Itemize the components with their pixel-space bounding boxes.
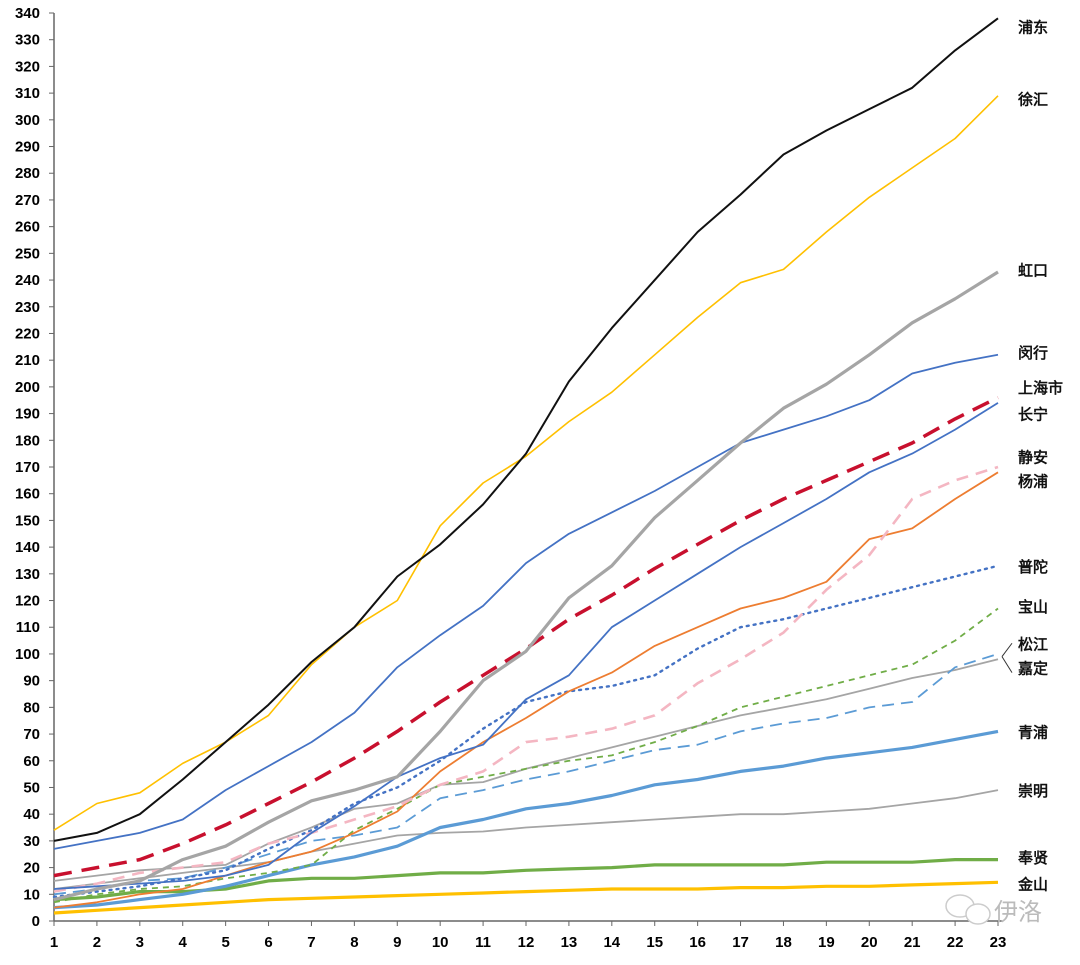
y-tick-label: 320: [15, 58, 40, 75]
x-tick-label: 12: [518, 934, 535, 951]
y-tick-label: 200: [15, 379, 40, 396]
x-tick-label: 13: [561, 934, 578, 951]
x-tick-label: 9: [393, 934, 401, 951]
series-label: 徐汇: [1017, 90, 1048, 108]
series-label: 浦东: [1018, 18, 1048, 36]
series-line: [53, 95, 999, 831]
series-line: [53, 465, 999, 893]
axes: 0102030405060708090100110120130140150160…: [15, 5, 1006, 951]
series-label: 松江: [1018, 635, 1048, 653]
series-line: [53, 396, 999, 878]
series-label: 长宁: [1018, 406, 1048, 424]
x-tick-label: 22: [947, 934, 964, 951]
x-tick-label: 20: [861, 934, 878, 951]
y-tick-label: 330: [15, 32, 40, 49]
x-tick-label: 21: [904, 934, 921, 951]
series-line: [53, 653, 999, 896]
x-tick-label: 11: [475, 934, 491, 951]
y-tick-label: 0: [32, 913, 40, 930]
y-tick-label: 50: [23, 779, 40, 796]
y-tick-label: 300: [15, 112, 40, 129]
series-label: 虹口: [1018, 261, 1048, 279]
x-tick-label: 3: [136, 934, 144, 951]
series-label: 嘉定: [1017, 659, 1048, 677]
series-line: [53, 471, 999, 909]
y-tick-label: 100: [15, 646, 40, 663]
x-tick-label: 5: [221, 934, 229, 951]
watermark-text: 伊洛: [994, 898, 1042, 926]
y-tick-label: 150: [15, 512, 40, 529]
series-line: [53, 789, 999, 890]
series-line: [53, 880, 999, 915]
series-label: 金山: [1017, 876, 1048, 894]
y-tick-label: 210: [15, 352, 40, 369]
series-label: 青浦: [1018, 723, 1048, 741]
wechat-icon: [945, 894, 991, 925]
x-tick-label: 8: [350, 934, 358, 951]
y-tick-label: 170: [15, 459, 40, 476]
y-tick-label: 310: [15, 85, 40, 102]
y-tick-label: 180: [15, 432, 40, 449]
y-tick-label: 270: [15, 192, 40, 209]
y-tick-label: 240: [15, 272, 40, 289]
series-label: 宝山: [1018, 598, 1048, 616]
y-tick-label: 130: [15, 566, 40, 583]
y-tick-label: 80: [23, 699, 40, 716]
x-tick-label: 2: [93, 934, 101, 951]
series-line: [53, 658, 999, 882]
series-line: [53, 729, 999, 910]
y-tick-label: 250: [15, 245, 40, 262]
x-tick-label: 10: [432, 934, 449, 951]
series-label: 普陀: [1018, 558, 1048, 576]
series-label: 静安: [1018, 448, 1048, 466]
series-line: [53, 17, 999, 842]
y-tick-label: 160: [15, 486, 40, 503]
x-tick-label: 23: [990, 934, 1007, 951]
x-tick-label: 18: [775, 934, 792, 951]
watermark: 伊洛: [945, 894, 1042, 926]
x-tick-label: 6: [264, 934, 272, 951]
y-tick-label: 190: [15, 406, 40, 423]
series-label: 奉贤: [1017, 849, 1048, 867]
y-tick-label: 70: [23, 726, 40, 743]
x-tick-label: 17: [732, 934, 749, 951]
y-tick-label: 230: [15, 299, 40, 316]
series-label: 上海市: [1018, 379, 1063, 397]
leader-line: [1001, 642, 1013, 657]
x-tick-label: 1: [50, 934, 58, 951]
y-tick-label: 40: [23, 806, 40, 823]
y-tick-label: 120: [15, 593, 40, 610]
series-label: 杨浦: [1018, 472, 1048, 490]
y-tick-label: 260: [15, 219, 40, 236]
y-tick-label: 340: [15, 5, 40, 22]
series-lines: [52, 17, 1000, 915]
x-tick-label: 16: [689, 934, 706, 951]
y-tick-label: 290: [15, 139, 40, 156]
series-label: 闵行: [1018, 344, 1048, 362]
x-tick-label: 4: [179, 934, 188, 951]
y-tick-label: 140: [15, 539, 40, 556]
y-tick-label: 60: [23, 753, 40, 770]
y-tick-label: 10: [23, 886, 40, 903]
series-line: [53, 353, 999, 850]
series-label: 崇明: [1018, 782, 1048, 800]
series-line: [53, 402, 999, 890]
y-tick-label: 20: [23, 860, 40, 877]
x-tick-label: 15: [646, 934, 663, 951]
y-tick-label: 90: [23, 673, 40, 690]
x-tick-label: 7: [307, 934, 315, 951]
x-tick-label: 19: [818, 934, 835, 951]
y-tick-label: 280: [15, 165, 40, 182]
x-tick-label: 14: [603, 934, 620, 951]
y-tick-label: 220: [15, 325, 40, 342]
series-line: [53, 270, 999, 902]
leader-line: [1001, 656, 1013, 673]
y-tick-label: 110: [16, 619, 40, 636]
series-line: [52, 564, 1000, 899]
y-tick-label: 30: [23, 833, 40, 850]
